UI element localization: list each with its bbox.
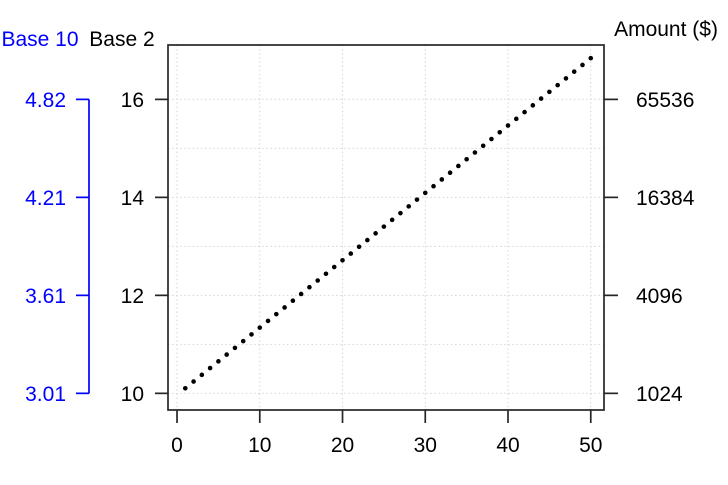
data-point — [406, 204, 412, 209]
data-point — [522, 109, 527, 115]
x-axis-tick-label: 40 — [496, 434, 519, 457]
base2-tick-label: 10 — [121, 383, 144, 406]
amount-tick-label: 65536 — [636, 89, 694, 112]
data-point — [182, 385, 188, 391]
chart-plot: 0 10 20 30 40 50 16 14 12 10 65536 16384 4096 1024 4.8… — [25, 44, 695, 457]
data-point — [398, 210, 403, 216]
x-axis-tick-label: 30 — [414, 434, 437, 457]
data-point — [249, 332, 254, 337]
data-point — [290, 298, 296, 303]
base2-tick-label: 16 — [121, 89, 144, 112]
data-point — [348, 251, 354, 256]
amount-tick-label: 4096 — [636, 285, 683, 308]
data-point — [480, 143, 486, 149]
data-point — [340, 257, 345, 263]
data-point — [389, 217, 395, 223]
data-point — [331, 264, 337, 270]
base2-tick-label: 12 — [121, 285, 144, 308]
data-point — [439, 177, 445, 182]
x-axis-tick-label: 10 — [248, 434, 271, 457]
data-point — [472, 150, 478, 155]
data-point — [381, 224, 387, 229]
data-point — [489, 136, 494, 142]
data-point — [365, 237, 370, 243]
data-point — [373, 231, 378, 236]
left-outer-axis-title: Base 10 — [1, 28, 78, 51]
amount-tick-label: 16384 — [636, 187, 695, 210]
base10-tick-label: 3.61 — [25, 285, 66, 308]
data-point — [555, 82, 560, 88]
data-point — [530, 103, 536, 108]
left-inner-axis-title: Base 2 — [89, 28, 154, 51]
data-point — [464, 156, 469, 162]
data-point — [414, 197, 420, 202]
x-axis-tick-label: 20 — [331, 434, 354, 457]
data-point — [497, 130, 503, 135]
data-point — [274, 311, 279, 317]
data-point — [265, 318, 271, 324]
data-point — [282, 305, 287, 310]
data-point — [199, 372, 205, 378]
plot-box — [167, 44, 605, 411]
base10-tick-label: 4.21 — [25, 187, 66, 210]
right-axis-title: Amount ($) — [614, 18, 718, 41]
data-point — [447, 170, 453, 176]
data-point — [298, 291, 304, 297]
data-point — [505, 123, 511, 128]
data-point — [513, 116, 519, 122]
base2-tick-label: 14 — [121, 187, 145, 210]
data-point — [431, 183, 436, 189]
data-point — [323, 271, 329, 277]
data-point — [216, 359, 221, 364]
data-point — [207, 365, 213, 371]
base10-tick-label: 4.82 — [25, 89, 66, 112]
data-point — [588, 55, 594, 61]
data-point — [538, 96, 544, 101]
data-point — [563, 76, 569, 81]
data-point — [456, 163, 461, 169]
amount-tick-label: 1024 — [636, 383, 683, 406]
data-point — [191, 379, 196, 384]
data-point — [422, 190, 428, 196]
x-axis-tick-label: 0 — [171, 434, 183, 457]
data-point — [356, 244, 362, 250]
data-point — [307, 284, 312, 290]
base10-tick-label: 3.01 — [25, 383, 66, 406]
data-point — [240, 338, 246, 344]
data-point — [547, 89, 552, 95]
data-point — [257, 325, 263, 330]
data-point — [571, 69, 577, 74]
data-point — [580, 62, 585, 68]
x-axis-tick-label: 50 — [579, 434, 602, 457]
data-point — [224, 352, 229, 357]
data-point — [232, 345, 238, 351]
data-point — [315, 278, 320, 283]
